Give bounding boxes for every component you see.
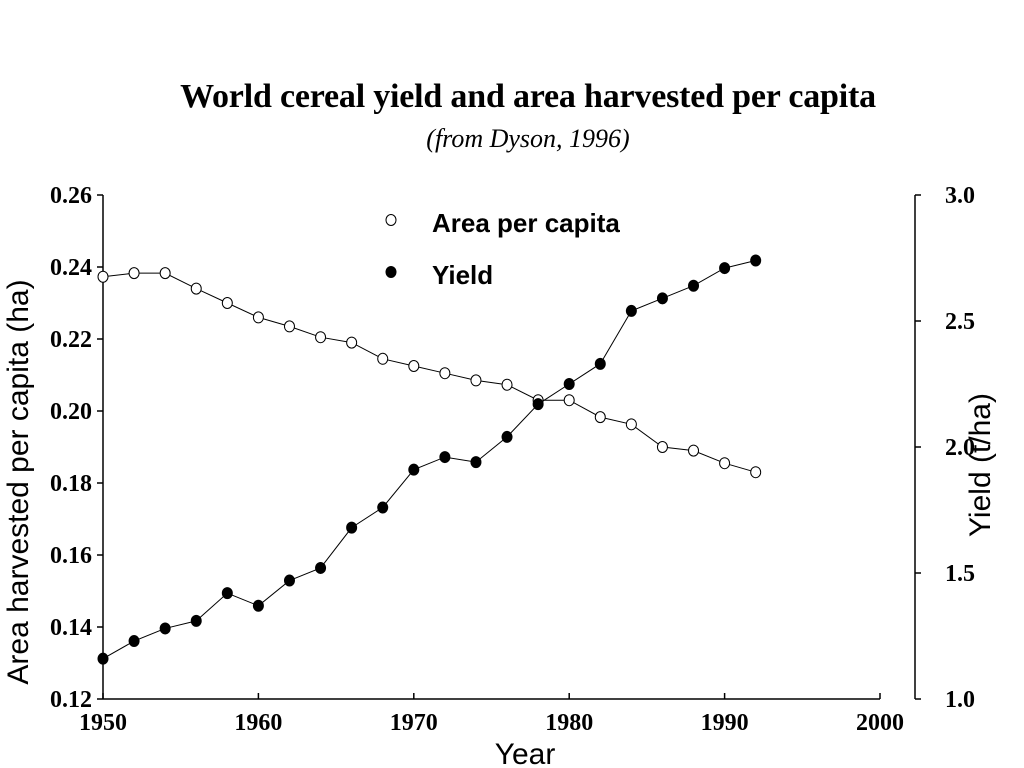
y-left-tick-label: 0.16 (50, 543, 92, 569)
yield-data-point (377, 501, 389, 514)
yield-data-point (688, 279, 700, 292)
yield-data-point (346, 521, 358, 534)
x-tick-label: 2000 (856, 710, 904, 736)
area-data-point (377, 352, 389, 365)
area-data-point (501, 378, 513, 391)
area-data-point (439, 367, 451, 380)
area-data-point (97, 270, 109, 283)
area-data-point (563, 394, 575, 407)
yield-data-point (408, 463, 420, 476)
yield-data-point (532, 398, 544, 411)
area-data-point (719, 457, 731, 470)
yield-data-point (252, 599, 264, 612)
y-right-tick-label: 1.5 (945, 561, 975, 587)
legend-yield-marker (385, 266, 397, 278)
y-axis-left-label: Area harvested per capita (ha) (2, 279, 35, 684)
area-data-point (408, 360, 420, 372)
yield-data-point (563, 378, 575, 390)
area-data-point (159, 267, 171, 280)
y-right-tick-label: 2.5 (945, 309, 975, 335)
area-data-point (594, 411, 606, 424)
y-left-tick-label: 0.20 (50, 399, 92, 425)
area-data-point (221, 297, 233, 309)
x-axis-label: Year (495, 738, 556, 768)
chart-subtitle: (from Dyson, 1996) (426, 124, 630, 153)
x-tick-label: 1950 (79, 710, 127, 736)
y-axis-right-label: Yield (t/ha) (964, 393, 997, 537)
y-left-tick-label: 0.24 (50, 255, 92, 281)
x-tick-label: 1980 (545, 710, 593, 736)
x-tick-label: 1990 (701, 710, 749, 736)
y-right-tick-label: 3.0 (945, 183, 975, 209)
yield-data-point (221, 587, 233, 600)
yield-data-point (656, 292, 668, 305)
area-series-line (102, 272, 756, 473)
series-group (97, 254, 762, 665)
yield-data-point (190, 614, 202, 627)
yield-data-point (128, 635, 140, 648)
legend-yield-label: Yield (432, 260, 493, 290)
yield-data-point (594, 357, 606, 370)
axes: 0.12 0.14 0.16 0.18 0.20 0.22 0.24 0.26 1.0 1.5 2.… (50, 183, 975, 736)
yield-data-point (315, 561, 327, 574)
area-data-point (656, 441, 668, 453)
y-left-tick-label: 0.26 (50, 183, 92, 209)
x-tick-label: 1970 (390, 710, 438, 736)
area-data-point (128, 267, 140, 280)
area-data-point (346, 336, 358, 349)
area-data-point (750, 466, 762, 479)
y-left-tick-label: 0.12 (50, 687, 92, 713)
legend: Area per capita Yield (385, 208, 620, 290)
yield-data-point (625, 304, 637, 317)
yield-data-point (283, 574, 295, 587)
area-data-point (252, 311, 264, 324)
area-data-point (283, 320, 295, 333)
yield-data-point (501, 430, 513, 443)
y-right-tick-label: 2.0 (945, 435, 975, 461)
area-data-point (190, 282, 202, 295)
yield-data-point (97, 652, 109, 665)
yield-series-line (102, 260, 756, 660)
yield-data-point (719, 262, 731, 275)
area-data-point (315, 331, 327, 344)
area-data-point (688, 444, 700, 457)
legend-area-marker (385, 214, 397, 226)
yield-data-point (159, 622, 171, 635)
yield-data-point (439, 451, 451, 464)
y-left-tick-label: 0.18 (50, 471, 92, 497)
x-tick-label: 1960 (234, 710, 282, 736)
yield-data-point (470, 456, 482, 469)
y-right-tick-label: 1.0 (945, 687, 975, 713)
y-left-tick-label: 0.14 (50, 615, 92, 641)
y-left-tick-label: 0.22 (50, 327, 92, 353)
area-data-point (470, 374, 482, 387)
yield-data-point (750, 254, 762, 267)
chart-title: World cereal yield and area harvested pe… (180, 78, 876, 115)
area-data-point (625, 418, 637, 431)
legend-area-label: Area per capita (432, 208, 620, 238)
